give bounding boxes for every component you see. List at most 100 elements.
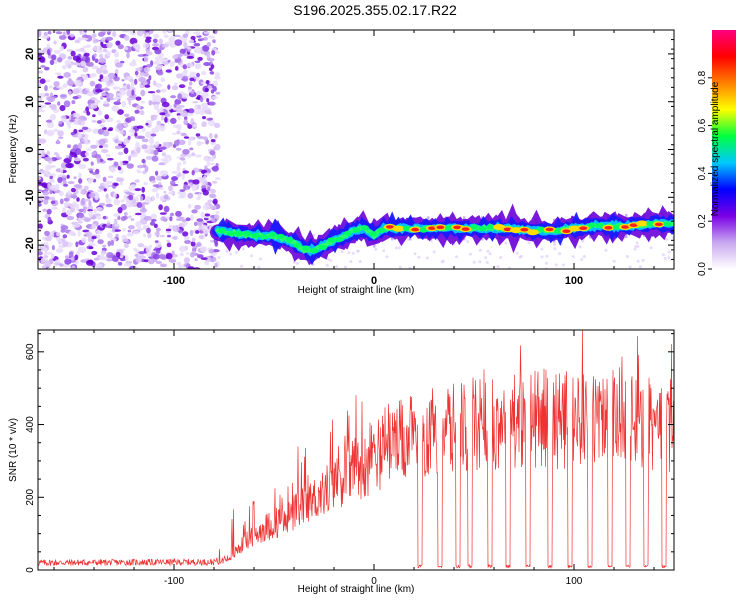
noise-speck [203,62,211,66]
noise-speck [45,236,52,242]
signal-blob [636,220,648,227]
signal-blob [335,237,344,242]
noise-speck [90,103,98,109]
noise-speck [68,90,72,96]
noise-speck [132,42,140,49]
noise-speck [107,72,116,80]
snr-panel: -100 0 100 0 200 400 600 Height of straight li… [8,329,675,595]
noise-speck [87,235,92,243]
noise-speck [374,247,378,251]
noise-speck [146,227,151,234]
noise-speck [180,78,188,81]
noise-speck [257,265,261,269]
noise-speck [100,96,104,100]
noise-speck [160,170,168,177]
noise-speck [176,73,183,79]
noise-speck [38,176,42,180]
noise-speck [124,113,130,118]
noise-speck [413,252,417,256]
noise-speck [67,190,72,195]
noise-speck [42,190,50,196]
noise-speck [73,157,81,162]
noise-speck [117,151,124,156]
noise-speck [123,212,128,216]
noise-speck [195,133,201,137]
noise-speck [214,76,221,80]
noise-speck [177,93,183,100]
noise-speck [168,185,173,192]
noise-speck [159,212,167,215]
noise-speck [62,83,68,89]
noise-speck [126,83,131,90]
noise-speck [72,62,80,66]
noise-speck [148,75,152,81]
noise-speck [62,65,67,70]
y-tick-label: -20 [24,237,36,253]
noise-speck [179,189,186,192]
noise-speck [117,44,124,50]
snr-y-axis-label: SNR (10 * v/v) [8,418,19,482]
signal-blob [226,231,235,237]
noise-speck [188,179,195,183]
noise-speck [178,172,182,177]
noise-speck [172,54,179,60]
noise-speck [114,51,119,58]
noise-speck [155,192,160,199]
noise-speck [558,252,562,256]
noise-speck [553,243,556,247]
noise-speck [89,74,93,78]
noise-speck [180,110,189,117]
noise-speck [181,173,185,180]
noise-speck [561,263,565,267]
noise-speck [155,248,161,254]
noise-speck [38,70,43,74]
signal-blob [260,234,268,240]
noise-speck [138,76,146,83]
noise-speck [85,231,93,237]
noise-speck [96,216,102,220]
noise-speck [169,216,173,222]
noise-speck [209,67,213,71]
spectrogram-x-axis-label: Height of straight line (km) [298,285,415,296]
noise-speck [82,198,91,202]
noise-speck [116,90,120,94]
noise-speck [173,103,177,109]
noise-speck [151,155,159,162]
noise-speck [97,239,104,245]
signal-peak [436,225,445,230]
noise-speck [155,94,160,98]
noise-speck [125,240,132,244]
colorbar-label: Normalized spectral amplitude [710,81,721,216]
noise-speck [97,50,104,53]
noise-speck [179,53,184,57]
noise-speck [119,160,123,168]
noise-speck [117,261,123,266]
noise-speck [57,130,64,137]
noise-speck [158,52,165,58]
noise-speck [166,242,172,248]
noise-speck [211,96,219,100]
signal-blob [526,229,539,236]
noise-speck [50,200,56,204]
colorbar-tick-label: 0.2 [697,214,708,228]
noise-speck [120,131,126,135]
noise-speck [176,218,184,221]
noise-speck [134,132,138,137]
noise-speck [638,265,642,269]
noise-speck [167,84,171,90]
noise-speck [212,39,216,44]
signal-blob [537,226,546,232]
noise-speck [177,195,186,199]
noise-speck [47,216,52,223]
noise-speck [196,218,204,223]
noise-speck [144,149,152,154]
noise-speck [158,38,163,45]
noise-speck [43,31,48,37]
spectrogram-y-axis-label: Frequency (Hz) [8,115,19,184]
noise-speck [187,108,195,114]
noise-speck [93,208,97,213]
noise-speck [107,175,114,179]
noise-speck [159,254,167,260]
noise-speck [168,259,177,263]
noise-speck [152,184,160,188]
